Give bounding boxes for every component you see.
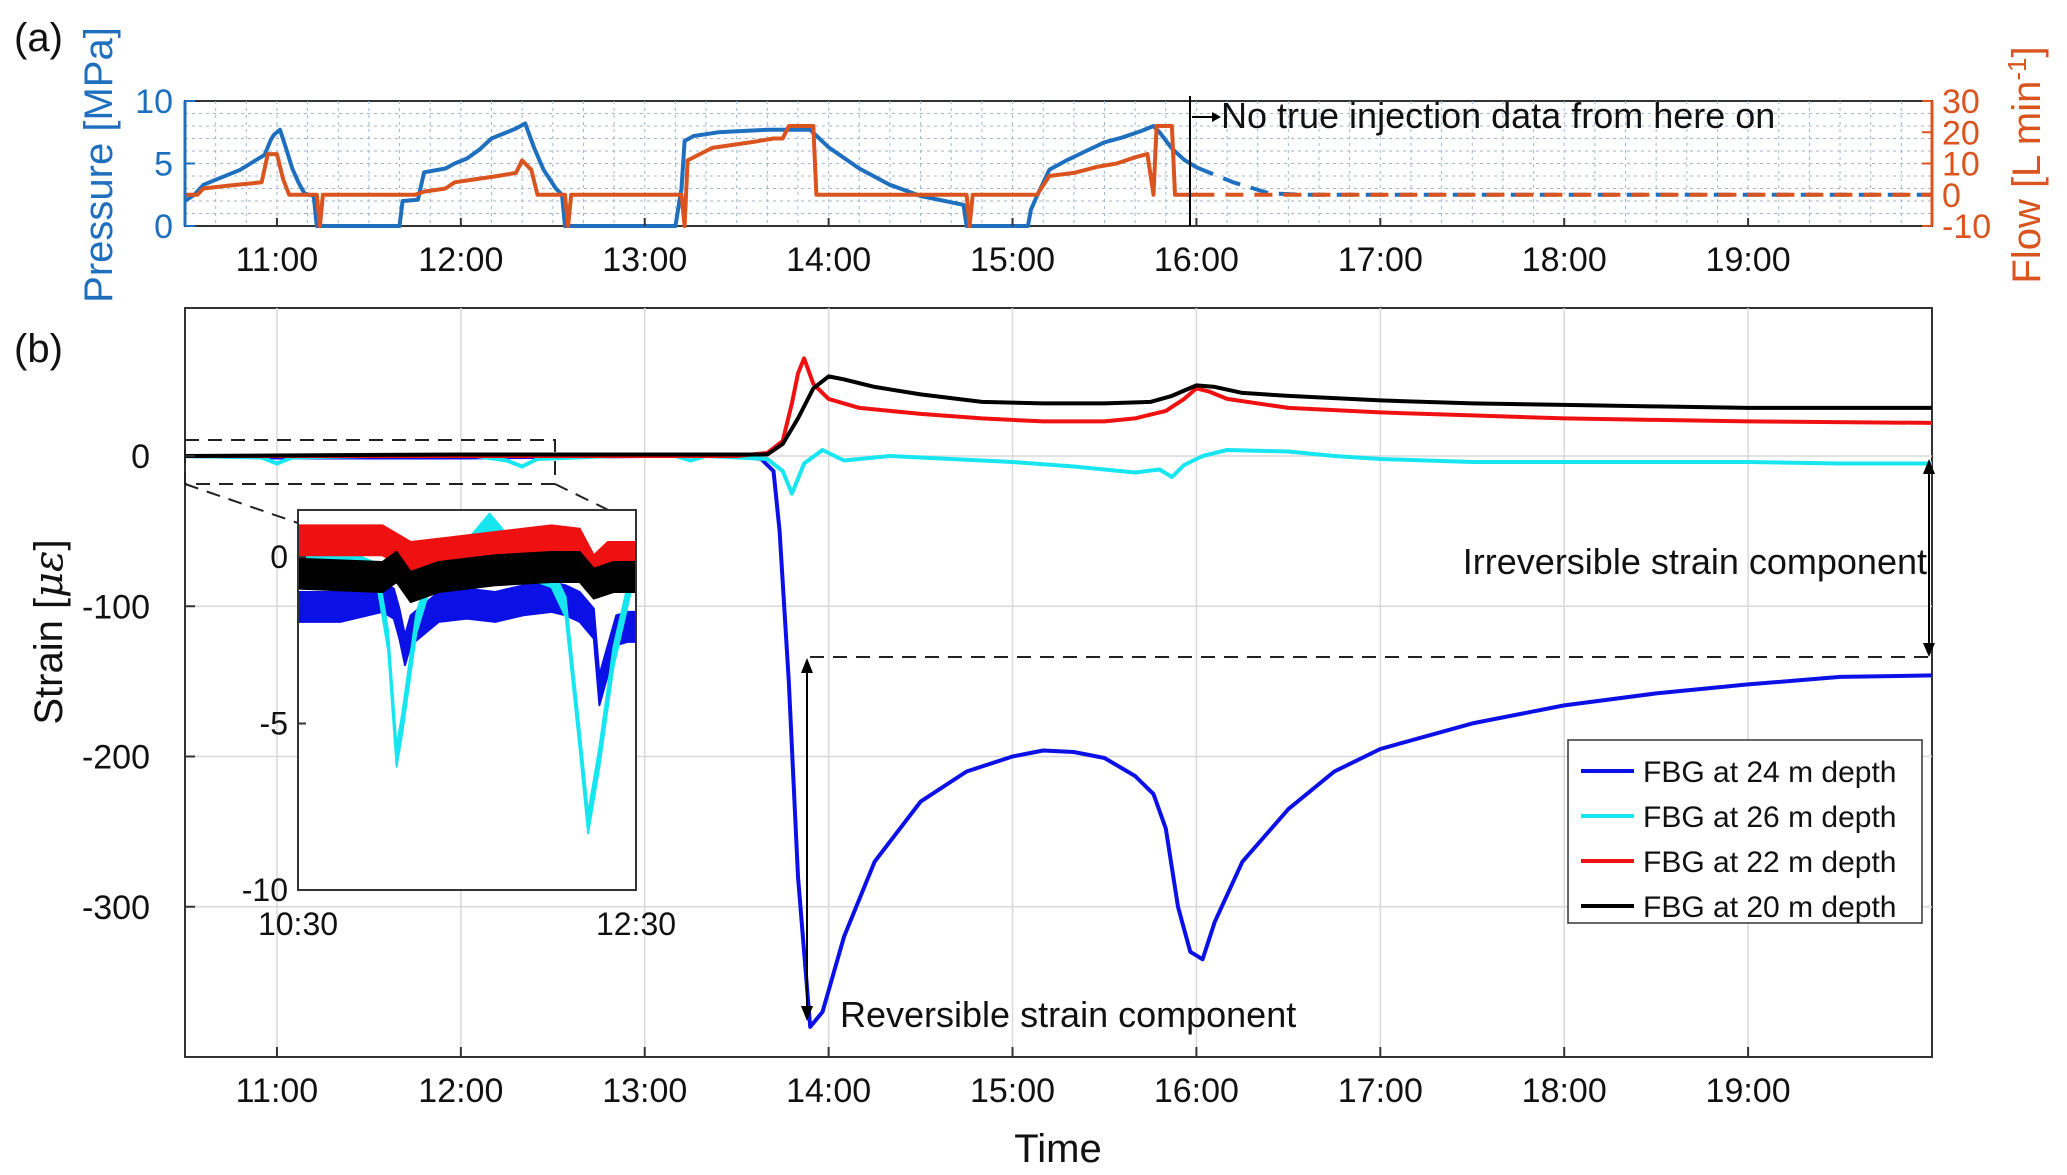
reversible-arrow-head-top xyxy=(801,658,813,673)
y-right-tick-label: 30 xyxy=(1942,83,1980,121)
panel-b-series xyxy=(184,356,1933,1029)
inset-y-tick-label: -5 xyxy=(260,706,288,742)
irreversible-arrow-head-top xyxy=(1923,459,1935,474)
injection-annotation: No true injection data from here on xyxy=(1221,95,1775,136)
inset-x-tick-label: 10:30 xyxy=(258,906,338,942)
x-tick-label: 15:00 xyxy=(970,241,1055,279)
reversible-annotation: Reversible strain component xyxy=(840,994,1296,1035)
injection-arrow-head xyxy=(1212,112,1221,122)
legend-label-fbg22: FBG at 22 m depth xyxy=(1643,846,1896,879)
panel-b-ticks: 11:00 12:00 13:00 14:00 15:00 16:00 17:00 18:00… xyxy=(82,438,1791,1110)
x-tick-label: 12:00 xyxy=(418,1072,503,1110)
strain-axis-label-unit: με xyxy=(26,550,72,597)
x-tick-label: 14:00 xyxy=(786,241,871,279)
y-tick-label: -100 xyxy=(82,588,150,626)
x-tick-label: 19:00 xyxy=(1706,241,1791,279)
y-tick-label: -300 xyxy=(82,889,150,927)
panel-a-ticks: 11:00 12:00 13:00 14:00 15:00 16:00 17:00 18:00… xyxy=(135,83,1991,279)
strain-axis-label-end: ] xyxy=(27,539,71,550)
zoom-region-box xyxy=(184,439,556,485)
x-tick-label: 16:00 xyxy=(1154,1072,1239,1110)
flow-axis-label: Flow [L min-1] xyxy=(2002,46,2049,283)
panel-a-series xyxy=(183,121,1932,228)
y-right-tick-label: 20 xyxy=(1942,114,1980,152)
x-tick-label: 18:00 xyxy=(1522,241,1607,279)
pressure-axis-label: Pressure [MPa] xyxy=(77,27,121,303)
flow-axis-label-superscript: -1 xyxy=(2002,57,2032,80)
time-axis-label: Time xyxy=(1014,1127,1101,1171)
y-tick-label: -200 xyxy=(82,739,150,777)
x-tick-label: 17:00 xyxy=(1338,1072,1423,1110)
series-fbg24 xyxy=(184,454,1933,1029)
series-fbg20 xyxy=(184,374,1932,458)
legend: FBG at 24 m depth FBG at 26 m depth FBG at… xyxy=(1567,739,1923,924)
zoom-connector-left xyxy=(184,483,299,524)
series-fbg22 xyxy=(185,356,1933,458)
strain-axis-label-main: Strain [ xyxy=(27,598,71,725)
legend-label-fbg24: FBG at 24 m depth xyxy=(1643,756,1896,789)
irreversible-arrow-head-bottom xyxy=(1923,643,1935,657)
y-right-tick-label: -10 xyxy=(1942,208,1991,246)
flow-axis-label-end: ] xyxy=(2005,46,2049,57)
x-tick-label: 16:00 xyxy=(1154,241,1239,279)
x-tick-label: 14:00 xyxy=(786,1072,871,1110)
y-left-tick-label: 0 xyxy=(154,208,173,246)
y-left-tick-label: 5 xyxy=(154,146,173,184)
inset-x-tick-label: 12:30 xyxy=(596,906,676,942)
x-tick-label: 19:00 xyxy=(1706,1072,1791,1110)
series-flow xyxy=(185,124,1197,228)
legend-label-fbg20: FBG at 20 m depth xyxy=(1643,891,1896,924)
panel-a-chart: 11:00 12:00 13:00 14:00 15:00 16:00 17:00 18:00… xyxy=(77,27,2049,303)
flow-axis-label-main: Flow [L min xyxy=(2005,81,2049,284)
y-right-tick-label: 0 xyxy=(1942,177,1961,215)
x-tick-label: 12:00 xyxy=(418,241,503,279)
series-fbg26 xyxy=(184,448,1932,496)
x-tick-label: 18:00 xyxy=(1522,1072,1607,1110)
y-tick-label: 0 xyxy=(131,438,150,476)
series-pressure-extrapolated xyxy=(1195,165,1932,197)
irreversible-annotation: Irreversible strain component xyxy=(1463,541,1927,582)
x-tick-label: 11:00 xyxy=(236,1072,319,1110)
x-tick-label: 17:00 xyxy=(1338,241,1423,279)
legend-label-fbg26: FBG at 26 m depth xyxy=(1643,801,1896,834)
inset-frame xyxy=(297,509,637,891)
x-tick-label: 13:00 xyxy=(602,1072,687,1110)
reversible-arrow-head-bottom xyxy=(801,1006,813,1021)
inset-y-tick-label: 0 xyxy=(270,539,288,575)
panel-label-a: (a) xyxy=(14,16,63,60)
y-right-tick-label: 10 xyxy=(1942,146,1980,184)
panel-label-b: (b) xyxy=(14,327,63,371)
x-tick-label: 15:00 xyxy=(970,1072,1055,1110)
y-left-tick-label: 10 xyxy=(135,83,173,121)
inset-y-tick-label: -10 xyxy=(242,872,288,908)
x-tick-label: 13:00 xyxy=(602,241,687,279)
x-tick-label: 11:00 xyxy=(236,241,319,279)
strain-axis-label: Strain [με] xyxy=(26,539,72,724)
